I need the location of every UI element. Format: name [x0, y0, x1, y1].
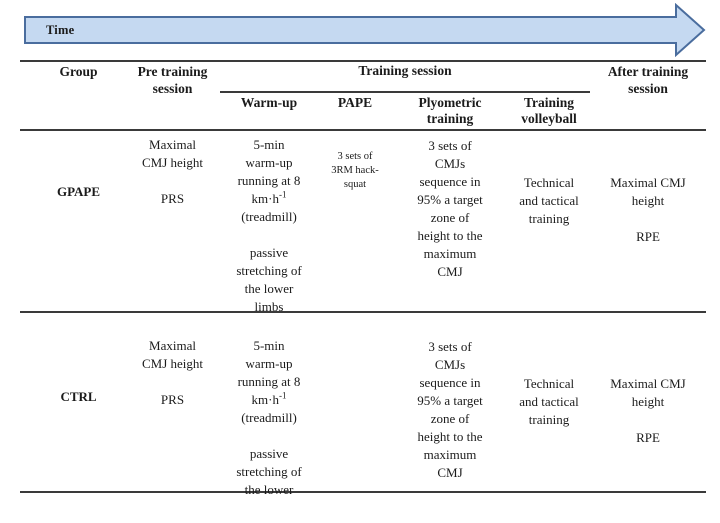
after-training-cell: Maximal CMJ height RPE — [610, 376, 686, 445]
warmup-text-rest: (treadmill) passive stretching of the lo… — [236, 410, 302, 497]
warmup-cell: 5-min warm-up running at 8 km·h-1 (tread… — [220, 313, 318, 499]
header-group: Group — [59, 64, 98, 79]
header-pre-training-session: Pre training session — [137, 64, 208, 96]
warmup-superscript: -1 — [278, 390, 287, 401]
header-training-session-block: Training session Warm-up PAPE Plyometric… — [220, 62, 590, 129]
header-training-session: Training session — [220, 62, 590, 93]
header-after-training-session: After training session — [607, 64, 689, 96]
volleyball-cell: Technical and tactical training — [519, 175, 579, 226]
subheader-training-volleyball: Training volleyball — [521, 95, 577, 126]
subheader-plyometric-training: Plyometric training — [418, 95, 482, 126]
subheader-pape: PAPE — [337, 95, 373, 110]
group-name: CTRL — [60, 389, 97, 404]
study-design-table: Group Pre training session Training sess… — [20, 60, 706, 497]
group-name: GPAPE — [56, 184, 101, 199]
warmup-text: 5-min warm-up running at 8 km·h — [237, 137, 301, 206]
time-arrow-label: Time — [46, 23, 75, 37]
pape-cell — [318, 313, 392, 499]
subheader-warmup: Warm-up — [240, 95, 298, 110]
plyometric-cell: 3 sets of CMJs sequence in 95% a target … — [417, 138, 483, 279]
warmup-superscript: -1 — [278, 189, 287, 200]
training-subheader-row: Warm-up PAPE Plyometric training Trainin… — [220, 93, 590, 127]
table-row-ctrl: CTRL Maximal CMJ height PRS 5-min warm-u… — [20, 313, 706, 497]
volleyball-cell: Technical and tactical training — [519, 376, 579, 427]
right-block-arrow-icon — [24, 3, 706, 57]
warmup-text: 5-min warm-up running at 8 km·h — [237, 338, 301, 407]
table-header-row: Group Pre training session Training sess… — [20, 60, 706, 131]
plyometric-cell: 3 sets of CMJs sequence in 95% a target … — [417, 339, 483, 480]
time-arrow: Time — [24, 3, 706, 57]
warmup-cell: 5-min warm-up running at 8 km·h-1 (tread… — [220, 131, 318, 316]
pape-cell: 3 sets of 3RM hack- squat — [331, 151, 379, 190]
pre-training-cell: Maximal CMJ height PRS — [141, 137, 204, 206]
table-row-gpape: GPAPE Maximal CMJ height PRS 5-min warm-… — [20, 131, 706, 316]
after-training-cell: Maximal CMJ height RPE — [610, 175, 686, 244]
warmup-text-rest: (treadmill) passive stretching of the lo… — [236, 209, 302, 314]
pre-training-cell: Maximal CMJ height PRS — [141, 338, 204, 407]
